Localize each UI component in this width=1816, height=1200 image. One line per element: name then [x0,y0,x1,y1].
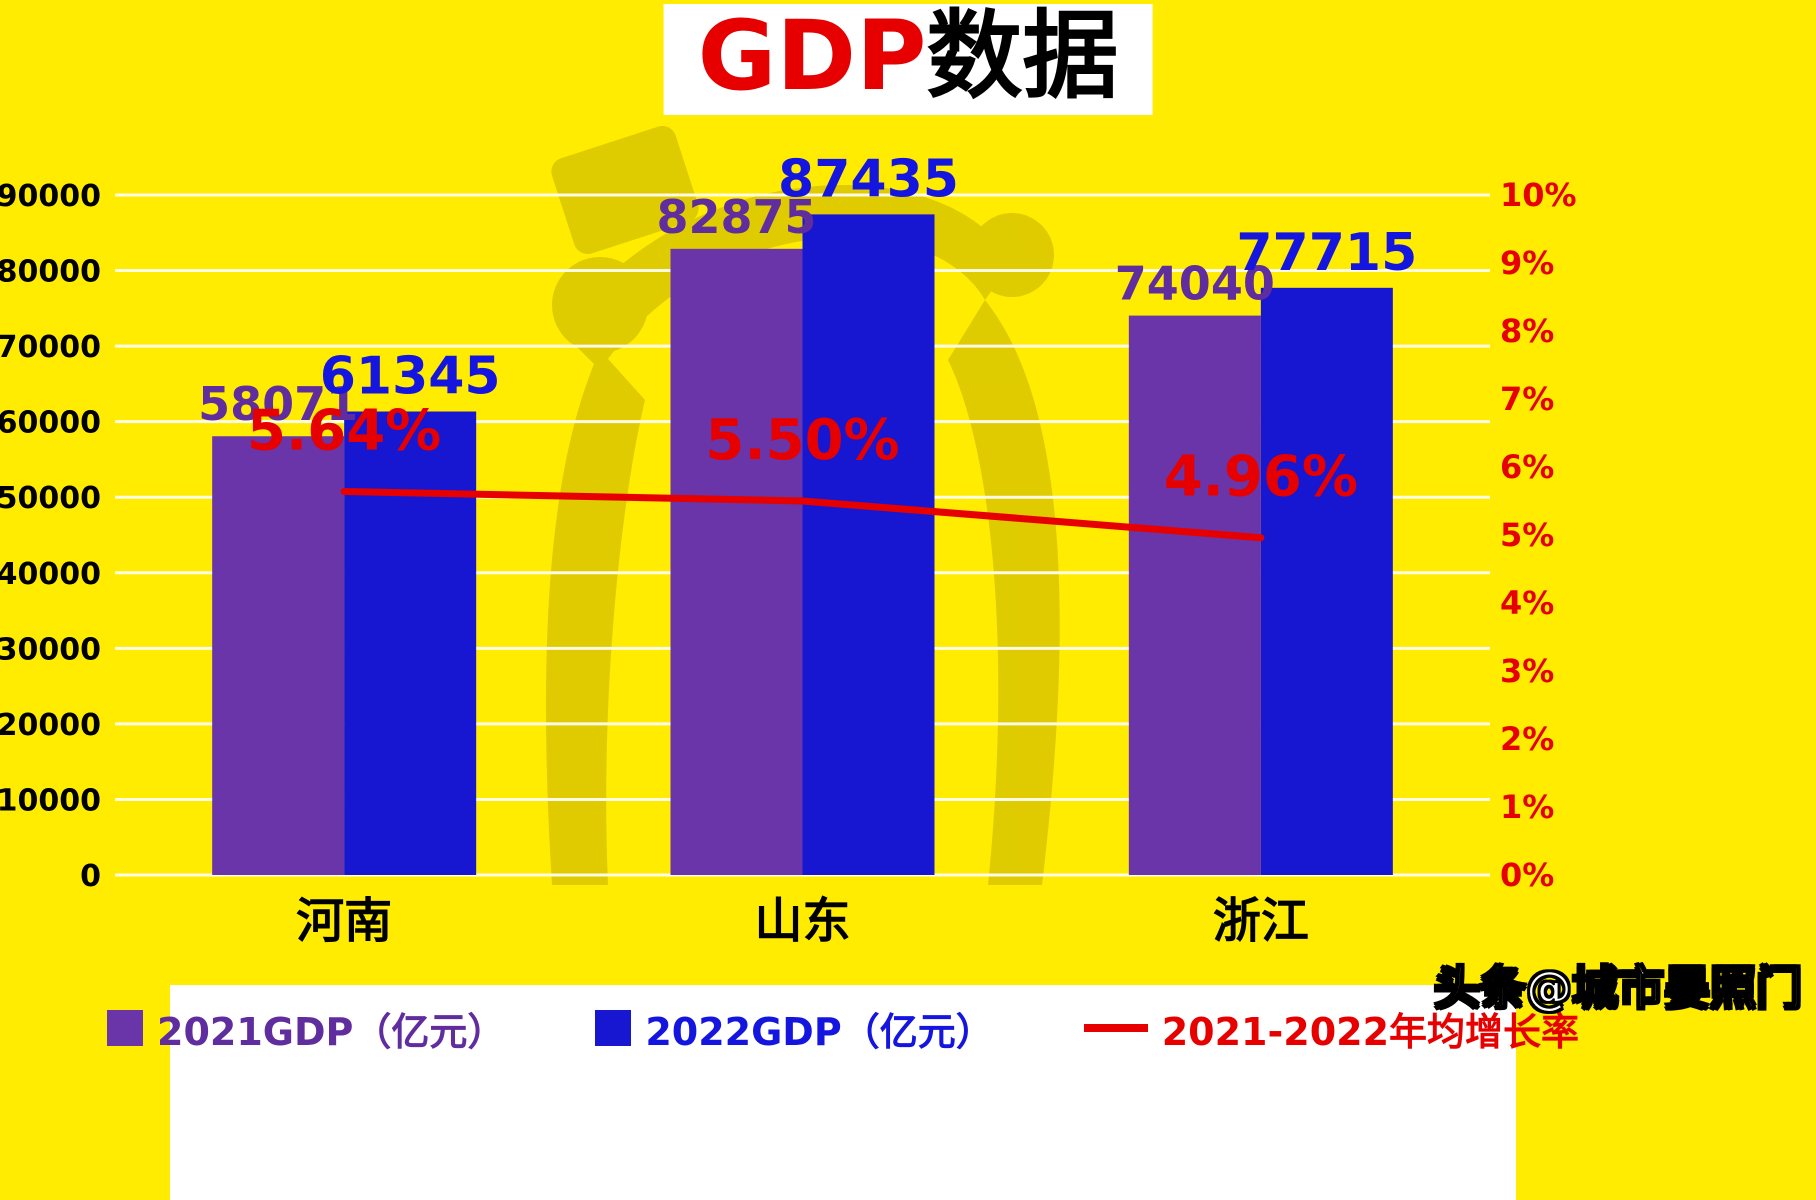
left-axis-tick-label: 10000 [0,783,101,818]
bar-2022gdp-山东[interactable] [802,214,935,875]
chart-title-highlight: GDP [697,0,927,112]
right-axis-tick-label: 8% [1500,312,1554,350]
legend-band: 2021GDP（亿元） 2022GDP（亿元） 2021-2022年均增长率 [107,985,1579,1200]
growth-rate-label-山东: 5.50% [705,408,899,473]
legend-label-2021gdp: 2021GDP（亿元） [157,1009,506,1054]
legend-label-2022gdp: 2022GDP（亿元） [645,1009,994,1054]
left-axis-tick-label: 80000 [0,255,101,290]
bar-2021gdp-河南[interactable] [212,436,345,875]
right-axis-tick-label: 10% [1500,176,1577,214]
growth-rate-label-河南: 5.64% [247,398,441,463]
legend-label-growth-rate: 2021-2022年均增长率 [1161,1009,1580,1054]
legend-item-2021gdp[interactable]: 2021GDP（亿元） [107,1001,505,1056]
bar-2021gdp-山东[interactable] [670,248,803,876]
category-label-河南: 河南 [296,893,392,949]
right-axis-tick-label: 3% [1500,652,1554,690]
left-axis-tick-label: 20000 [0,708,101,743]
legend-line-swatch-icon [1083,1024,1148,1032]
left-axis-tick-label: 90000 [0,179,101,214]
category-label-浙江: 浙江 [1213,893,1309,949]
right-axis-tick-label: 1% [1500,788,1554,826]
left-axis-tick-label: 70000 [0,330,101,365]
chart-title-rest: 数据 [926,0,1119,112]
value-label-2022gdp-山东: 87435 [778,149,959,209]
legend-item-growth-rate[interactable]: 2021-2022年均增长率 [1083,1001,1580,1056]
growth-rate-label-浙江: 4.96% [1164,445,1358,510]
right-axis-tick-label: 6% [1500,448,1554,486]
legend-swatch-2021gdp-icon [107,1010,143,1046]
right-axis-tick-label: 0% [1500,856,1554,894]
value-label-2022gdp-浙江: 77715 [1236,223,1417,283]
value-label-2021gdp-山东: 82875 [656,190,816,244]
value-label-2021gdp-浙江: 74040 [1115,257,1275,311]
legend-swatch-2022gdp-icon [595,1010,632,1046]
legend-item-2022gdp[interactable]: 2022GDP（亿元） [595,1001,994,1056]
left-axis-tick-label: 50000 [0,481,101,516]
category-label-山东: 山东 [754,893,850,949]
left-axis-tick-label: 30000 [0,632,101,667]
right-axis-tick-label: 9% [1500,244,1554,282]
left-axis-tick-label: 0 [80,859,101,894]
bar-2022gdp-浙江[interactable] [1260,287,1393,875]
left-axis-tick-label: 60000 [0,406,101,441]
right-axis-tick-label: 2% [1500,720,1554,758]
right-axis-tick-label: 5% [1500,516,1554,554]
right-axis-tick-label: 7% [1500,380,1554,418]
watermark-credit: 头条@城市晏照门 [1433,960,1803,1016]
value-label-2021gdp-河南: 58071 [198,377,358,431]
left-axis-tick-label: 40000 [0,557,101,592]
right-axis-tick-label: 4% [1500,584,1554,622]
legend: 2021GDP（亿元） 2022GDP（亿元） 2021-2022年均增长率 [107,985,1579,1071]
bar-2022gdp-河南[interactable] [344,411,477,875]
bar-2021gdp-浙江[interactable] [1128,315,1261,875]
value-label-2022gdp-河南: 61345 [320,347,501,407]
growth-rate-line [340,487,1265,542]
chart-title: GDP数据 [663,4,1153,115]
